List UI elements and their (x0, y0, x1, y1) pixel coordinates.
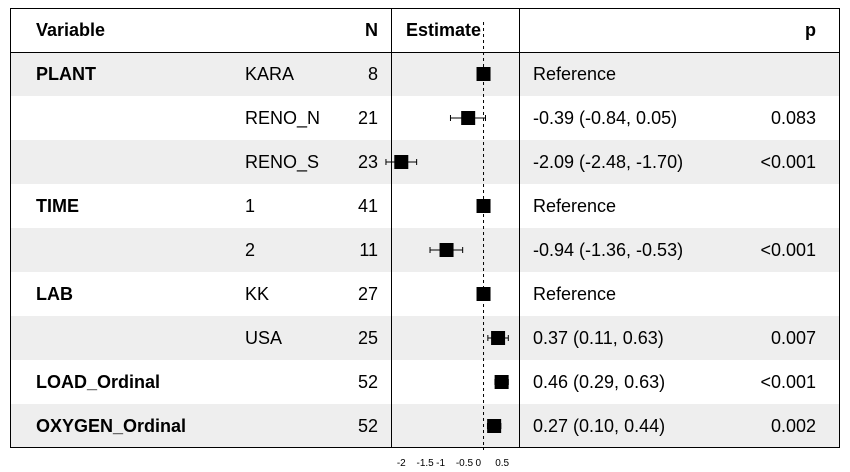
point-estimate (487, 419, 502, 433)
x-tick-label: -2 (396, 458, 406, 469)
row-estimate-ci: -0.39 (-0.84, 0.05) (533, 108, 678, 128)
row-p: <0.001 (760, 372, 816, 392)
row-level: 1 (245, 196, 256, 216)
row-n: 8 (367, 64, 378, 84)
point-estimate (461, 111, 476, 125)
row-stripe (10, 316, 840, 360)
header-estimate: Estimate (406, 20, 482, 40)
row-estimate-ci: Reference (533, 196, 617, 216)
row-variable: TIME (36, 196, 79, 216)
x-tick-label: -1 (436, 458, 446, 469)
row-n: 25 (357, 328, 378, 348)
row-estimate-ci: -2.09 (-2.48, -1.70) (533, 152, 684, 172)
point-estimate (494, 375, 509, 389)
row-n: 41 (357, 196, 378, 216)
row-stripe (10, 228, 840, 272)
point-estimate (476, 199, 491, 213)
row-estimate-ci: 0.27 (0.10, 0.44) (533, 416, 666, 436)
row-n: 21 (357, 108, 378, 128)
header-p: p (805, 20, 816, 40)
row-n: 52 (357, 372, 378, 392)
row-n: 52 (357, 416, 378, 436)
point-estimate (491, 331, 506, 345)
row-estimate-ci: 0.46 (0.29, 0.63) (533, 372, 666, 392)
row-p: 0.007 (770, 328, 816, 348)
row-stripe (10, 404, 840, 448)
row-p: <0.001 (760, 152, 816, 172)
x-tick-label: 0.5 (495, 458, 510, 469)
row-level: RENO_N (245, 108, 321, 128)
x-tick-label: 0 (475, 458, 482, 469)
point-estimate (476, 67, 491, 81)
row-n: 27 (357, 284, 378, 304)
row-level: RENO_S (245, 152, 320, 172)
x-tick-label: -0.5 (455, 458, 474, 469)
row-n: 23 (357, 152, 378, 172)
row-variable: OXYGEN_Ordinal (36, 416, 187, 436)
row-stripe (10, 140, 840, 184)
row-estimate-ci: 0.37 (0.11, 0.63) (533, 328, 664, 348)
row-estimate-ci: -0.94 (-1.36, -0.53) (533, 240, 684, 260)
row-p: <0.001 (760, 240, 816, 260)
row-stripe (10, 52, 840, 96)
row-level: KARA (245, 64, 295, 84)
row-estimate-ci: Reference (533, 284, 617, 304)
point-estimate (394, 155, 409, 169)
header-n: N (365, 20, 378, 40)
row-level: 2 (245, 240, 256, 260)
point-estimate (439, 243, 454, 257)
row-level: KK (245, 284, 270, 304)
row-variable: LOAD_Ordinal (36, 372, 161, 392)
row-variable: PLANT (36, 64, 96, 84)
row-estimate-ci: Reference (533, 64, 617, 84)
point-estimate (476, 287, 491, 301)
row-variable: LAB (36, 284, 73, 304)
x-tick-label: -1.5 (416, 458, 434, 469)
row-level: USA (245, 328, 283, 348)
header-variable: Variable (36, 20, 106, 40)
row-p: 0.002 (770, 416, 816, 436)
row-n: 11 (359, 240, 378, 260)
table-border (10, 8, 840, 448)
row-p: 0.083 (770, 108, 816, 128)
